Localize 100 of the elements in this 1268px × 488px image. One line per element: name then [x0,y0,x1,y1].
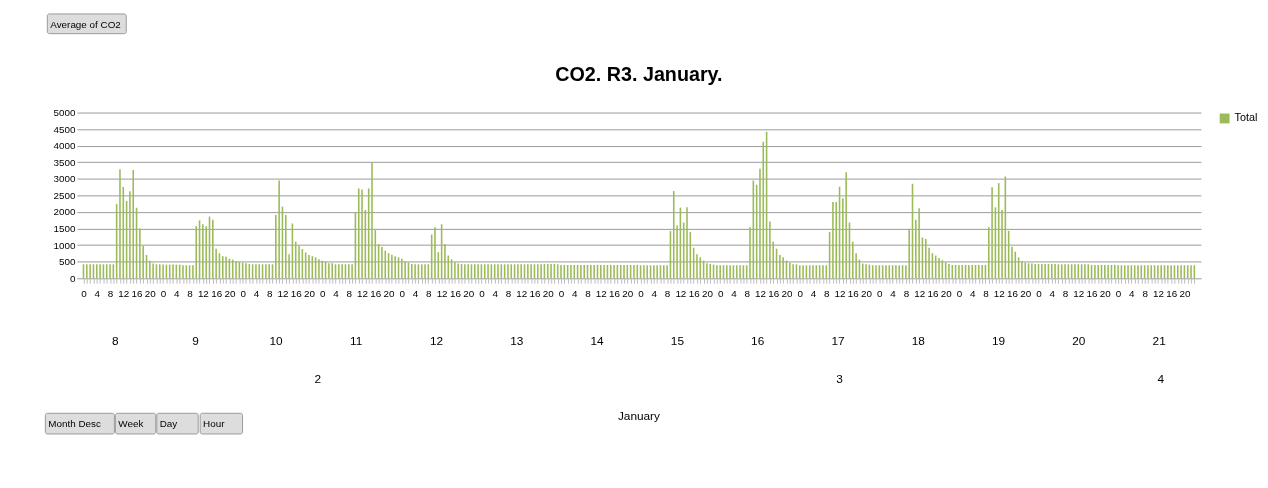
x-tick-label: 4 [1049,288,1056,300]
x-tick-label: 16 [1086,288,1099,300]
x-tick-label: 12 [277,288,289,300]
x-tick-label: 12 [914,288,926,300]
text: 13 [510,334,524,349]
x-tick-label: 8 [585,288,592,300]
text: 8 [112,334,120,349]
x-tick-label: 4 [1129,288,1136,300]
x-tick-label: 20 [1179,288,1191,300]
y-tick-label: 4000 [53,140,76,152]
x-tick-label: 8 [983,288,990,300]
text: 19 [991,334,1006,349]
x-tick-label: 12 [993,288,1005,300]
text: Average of CO2 [50,18,121,30]
x-tick-label: 20 [383,288,396,300]
text: 12 [429,334,444,349]
x-tick-label: 12 [595,288,607,300]
x-tick-label: 12 [834,288,846,300]
y-tick-label: 3000 [53,173,76,185]
text: 9 [192,334,200,349]
x-tick-label: 0 [797,288,804,300]
x-tick-label: 20 [1099,288,1112,300]
x-tick-label: 0 [160,288,167,300]
y-tick-label: 2500 [53,189,76,201]
x-tick-label: 8 [187,288,194,300]
x-tick-label: 16 [927,288,939,300]
x-tick-label: 0 [558,288,565,300]
x-tick-label: 16 [688,288,701,300]
text: 14 [590,334,605,349]
text: 15 [670,334,685,349]
x-tick-label: 16 [211,288,223,300]
y-tick-label: 4500 [53,123,76,135]
text: 11 [350,334,363,349]
x-tick-label: 20 [622,288,634,300]
x-tick-label: 4 [333,288,340,300]
text: Day [159,418,178,430]
x-tick-label: 16 [131,288,144,300]
x-tick-label: 20 [781,288,793,300]
x-tick-label: 4 [651,288,658,300]
x-tick-label: 0 [1036,288,1043,300]
text: 3 [836,371,844,386]
x-tick-label: 8 [824,288,831,300]
x-tick-label: 0 [399,288,406,300]
text: Week [118,418,144,430]
x-tick-label: 8 [266,288,273,300]
x-tick-label: 8 [903,288,910,300]
x-tick-label: 12 [675,288,687,300]
text: 17 [831,334,845,349]
x-tick-label: 0 [240,288,247,300]
x-tick-label: 0 [81,288,88,300]
x-tick-label: 20 [224,288,236,300]
x-tick-label: 8 [107,288,114,300]
x-tick-label: 12 [197,288,209,300]
y-tick-label: 5000 [53,107,76,118]
x-tick-label: 20 [542,288,555,300]
x-tick-label: 16 [609,288,621,300]
x-tick-label: 8 [346,288,353,300]
x-tick-label: 20 [463,288,475,300]
text: 21 [1152,334,1166,349]
x-tick-label: 12 [754,288,766,300]
text: 2 [314,371,322,386]
x-tick-label: 4 [731,288,738,300]
x-tick-label: 20 [1020,288,1032,300]
y-tick-label: 1500 [53,222,76,234]
x-tick-label: 0 [1115,288,1122,300]
chart-title: CO2. R3. January. [555,62,723,85]
x-tick-label: 0 [638,288,645,300]
x-tick-label: 0 [320,288,326,300]
x-tick-label: 8 [426,288,433,300]
x-tick-label: 20 [940,288,953,300]
x-tick-label: 20 [861,288,873,300]
x-tick-label: 20 [303,288,316,300]
x-tick-label: 20 [701,288,714,300]
x-tick-label: 12 [516,288,528,300]
x-tick-label: 4 [412,288,419,300]
x-tick-label: 4 [572,288,579,300]
text: 16 [751,334,765,349]
x-tick-label: 4 [253,288,260,300]
y-tick-label: 500 [58,256,76,268]
y-tick-label: 2000 [53,206,76,218]
x-tick-label: 8 [1062,288,1069,300]
x-tick-label: 16 [1006,288,1019,300]
text: 10 [269,334,283,349]
x-tick-label: 8 [744,288,751,300]
legend-label: Total [1234,111,1258,124]
text: 4 [1157,371,1165,386]
text: 20 [1072,334,1086,349]
x-tick-label: 16 [768,288,780,300]
x-tick-label: 20 [144,288,157,300]
x-tick-label: 16 [449,288,462,300]
x-tick-label: 8 [1142,288,1149,300]
x-tick-label: 16 [290,288,303,300]
x-tick-label: 4 [810,288,817,300]
x-tick-label: 4 [174,288,181,300]
x-tick-label: 4 [492,288,499,300]
x-tick-label: 12 [118,288,130,300]
y-tick-label: 3500 [53,156,76,168]
x-tick-label: 4 [969,288,976,300]
x-tick-label: 8 [664,288,671,300]
x-tick-label: 0 [717,288,724,300]
